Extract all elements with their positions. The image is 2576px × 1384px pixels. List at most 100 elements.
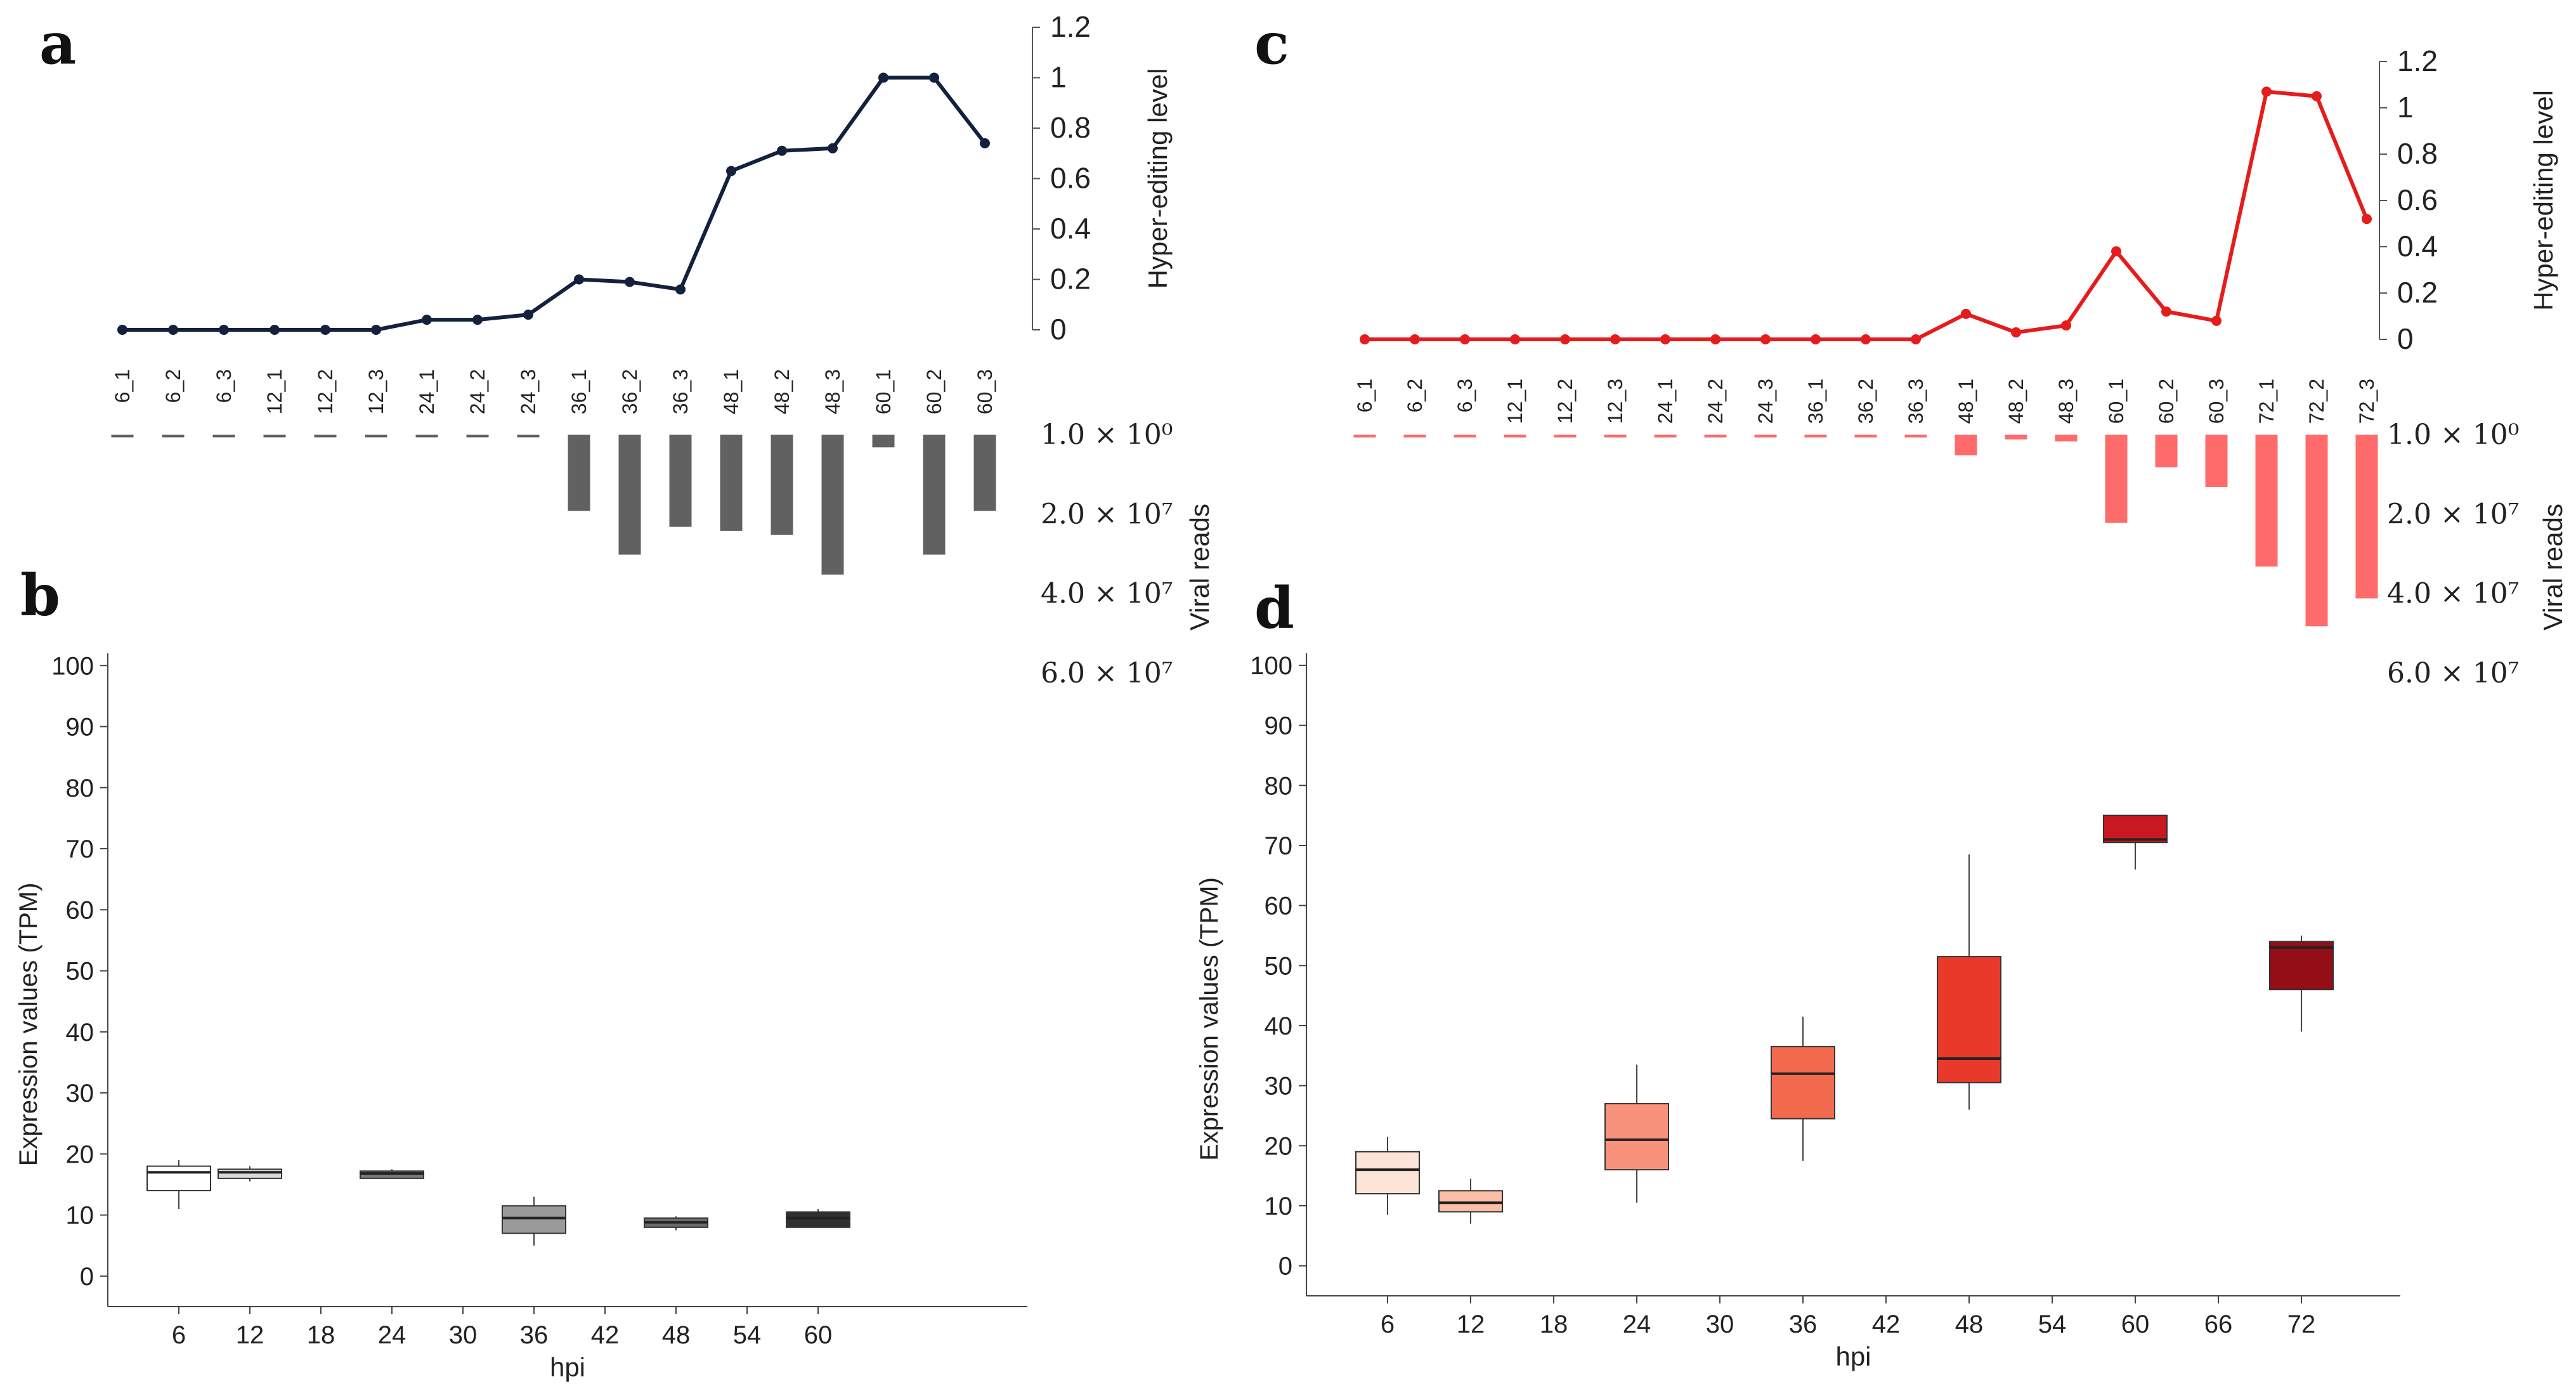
b-x-tick-label: 60 <box>804 1321 833 1349</box>
c-point <box>1560 334 1570 344</box>
d-box <box>1355 1151 1420 1195</box>
d-y-tick-label: 50 <box>1265 952 1293 980</box>
a-viral-bar <box>771 434 793 535</box>
a-viral-bar <box>162 434 185 438</box>
c-viral-y-title: Viral reads <box>2538 504 2568 630</box>
a-viral-bar <box>111 434 134 438</box>
a-sample-label: 6_2 <box>162 369 185 403</box>
a-point <box>523 310 533 320</box>
c-point <box>1760 334 1771 344</box>
a-viral-bar <box>618 434 641 555</box>
c-point <box>2011 327 2021 338</box>
a-sample-label: 36_1 <box>568 369 590 414</box>
d-y-tick-label: 80 <box>1265 772 1293 800</box>
c-sample-label: 60_2 <box>2155 379 2178 424</box>
c-point <box>1510 334 1520 344</box>
d-x-tick-label: 12 <box>1457 1310 1485 1338</box>
b-y-tick-label: 50 <box>66 958 94 986</box>
c-point <box>1861 334 1871 344</box>
c-point <box>1360 334 1370 344</box>
a-viral-bar <box>263 434 286 438</box>
a-sample-label: 6_1 <box>111 369 134 403</box>
b-y-tick-label: 0 <box>80 1263 94 1291</box>
c-point <box>2261 86 2272 97</box>
c-viral-bar <box>1353 434 1376 438</box>
c-viral-bar <box>2355 434 2378 599</box>
d-y-tick-label: 60 <box>1265 892 1293 920</box>
d-y-tick-label: 10 <box>1265 1192 1293 1220</box>
a-sample-label: 24_1 <box>415 369 438 414</box>
c-viral-bar <box>2305 434 2328 627</box>
d-y-tick-label: 20 <box>1265 1132 1293 1160</box>
panel-c-chart: 0 0.2 0.4 0.6 0.8 1 1.2 Hyper-editing level 6_1 6… <box>1353 44 2568 689</box>
d-x-tick-label: 66 <box>2204 1310 2233 1338</box>
c-point <box>1410 334 1420 344</box>
a-point <box>574 274 584 285</box>
c-y-tick-label: 1.2 <box>2397 44 2438 77</box>
b-x-title: hpi <box>550 1352 585 1382</box>
c-viral-bar <box>1754 434 1777 438</box>
c-sample-label: 12_1 <box>1504 379 1526 424</box>
a-sample-label: 60_3 <box>973 369 996 414</box>
d-y-tick-label: 0 <box>1278 1253 1292 1281</box>
a-sample-label: 48_3 <box>821 369 844 414</box>
d-y-tick-label: 90 <box>1265 712 1293 740</box>
c-viral-bar <box>1454 434 1476 438</box>
b-box <box>218 1168 282 1179</box>
c-sample-label: 36_1 <box>1804 379 1827 424</box>
d-x-tick-label: 18 <box>1540 1310 1568 1338</box>
b-x-tick-label: 30 <box>449 1321 478 1349</box>
c-sample-label: 24_1 <box>1654 379 1677 424</box>
a-point <box>675 284 686 295</box>
panel-d-chart: 0 10 20 30 40 50 60 70 80 90 100 6 12 18 24 30 36 42 48 54 6… <box>1195 652 2400 1371</box>
c-viral-bar <box>1504 434 1526 438</box>
a-point <box>777 145 787 156</box>
c-sample-label: 48_3 <box>2055 379 2078 424</box>
c-y-title: Hyper-editing level <box>2528 90 2558 311</box>
c-point <box>1961 308 1971 319</box>
d-y-title: Expression values (TPM) <box>1195 877 1223 1161</box>
b-y-tick-label: 90 <box>66 714 94 741</box>
c-viral-y-tick-label: 1.0 × 10⁰ <box>2387 419 2519 451</box>
c-viral-bar <box>2155 434 2178 467</box>
panel-letter-d: d <box>1254 575 1294 642</box>
c-sample-label: 48_1 <box>1955 379 1977 424</box>
b-y-tick-label: 70 <box>66 835 94 863</box>
b-x-tick-label: 18 <box>307 1321 335 1349</box>
a-viral-bar <box>517 434 540 438</box>
c-viral-bar <box>1904 434 1927 438</box>
c-sample-label: 60_3 <box>2205 379 2228 424</box>
c-point <box>1710 334 1721 344</box>
a-y-tick-label: 1 <box>1050 61 1067 94</box>
a-sample-label: 12_1 <box>263 369 286 414</box>
a-point <box>422 315 432 325</box>
c-point <box>1660 334 1670 344</box>
c-point <box>1911 334 1921 344</box>
c-point <box>1610 334 1620 344</box>
a-viral-bar <box>415 434 438 438</box>
c-y-tick-label: 0.8 <box>2397 137 2438 170</box>
c-sample-label: 6_3 <box>1454 379 1476 412</box>
b-box <box>786 1211 850 1228</box>
a-sample-label: 48_2 <box>771 369 793 414</box>
c-y-tick-label: 0.4 <box>2397 230 2438 263</box>
b-y-tick-label: 100 <box>51 652 94 680</box>
c-point <box>2362 214 2372 225</box>
c-series-line <box>1365 89 2369 341</box>
d-box <box>1771 1046 1835 1120</box>
c-viral-bar <box>1804 434 1827 438</box>
a-sample-label: 12_2 <box>314 369 337 414</box>
a-point <box>625 277 635 287</box>
a-sample-label: 36_2 <box>618 369 641 414</box>
b-y-tick-label: 40 <box>66 1019 94 1047</box>
a-point <box>320 325 330 335</box>
c-point <box>1811 334 1821 344</box>
d-y-tick-label: 30 <box>1265 1073 1293 1100</box>
b-y-tick-label: 60 <box>66 896 94 924</box>
d-y-tick-label: 100 <box>1250 652 1292 680</box>
c-viral-bar <box>2055 434 2078 441</box>
c-sample-label: 36_3 <box>1904 379 1927 424</box>
d-x-tick-label: 6 <box>1381 1310 1395 1338</box>
a-viral-bar <box>568 434 590 511</box>
a-y-tick-label: 0.4 <box>1050 212 1091 245</box>
